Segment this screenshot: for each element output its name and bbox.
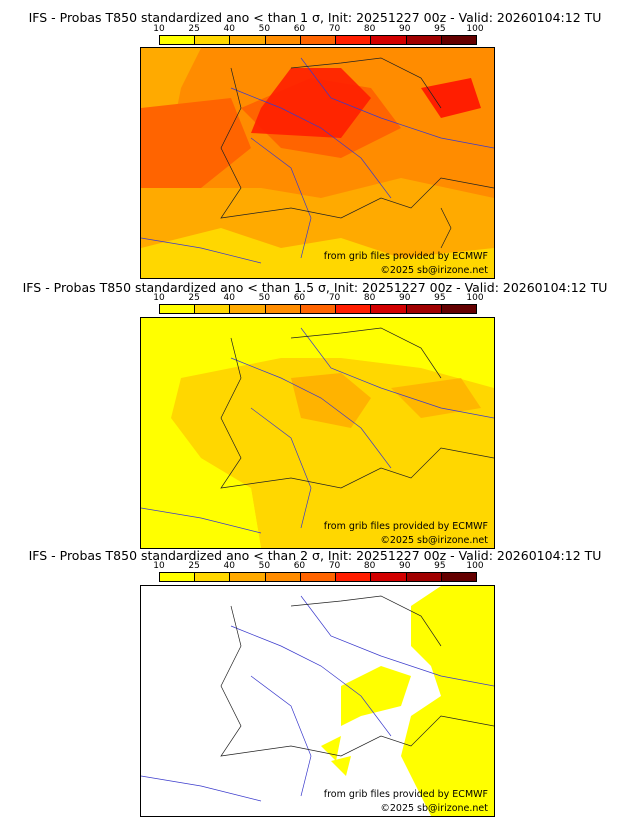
colorbar-tick-label: 50 — [258, 293, 271, 303]
colorbar-tick-label: 40 — [223, 24, 235, 34]
colorbar-tick-label: 40 — [223, 293, 235, 303]
colorbar-tick-label: 70 — [328, 293, 341, 303]
colorbar-segment — [300, 573, 337, 581]
colorbar-segment — [406, 305, 442, 313]
colorbar-segment — [371, 573, 407, 581]
colorbar-3 — [159, 572, 477, 582]
colorbar-segment — [441, 305, 476, 313]
copyright-credit: ©2025 sb@irizone.net — [380, 803, 488, 814]
colorbar-tick-label: 100 — [466, 561, 484, 571]
colorbar-segment — [160, 305, 196, 313]
colorbar-tick-label: 60 — [293, 561, 306, 571]
colorbar-segment — [371, 305, 407, 313]
colorbar-tick-label: 80 — [363, 561, 376, 571]
colorbar-segment — [265, 573, 301, 581]
colorbar-segment — [195, 305, 231, 313]
colorbar-tick-label: 25 — [188, 293, 200, 303]
colorbar-tick-label: 70 — [328, 561, 341, 571]
colorbar-tick-label: 80 — [363, 293, 376, 303]
colorbar-tick-label: 90 — [399, 293, 411, 303]
colorbar-segment — [160, 573, 196, 581]
copyright-credit: ©2025 sb@irizone.net — [380, 265, 488, 276]
colorbar-3-ticks: 10 25 40 50 60 70 80 90 95 100 — [153, 561, 483, 571]
colorbar-2-ticks: 10 25 40 50 60 70 80 90 95 100 — [153, 293, 483, 303]
map-panel-1: from grib files provided by ECMWF ©2025 … — [140, 47, 495, 279]
colorbar-tick-label: 50 — [258, 561, 271, 571]
panel-1-title: IFS - Probas T850 standardized ano < tha… — [28, 10, 602, 25]
colorbar-tick-label: 95 — [434, 293, 446, 303]
colorbar-segment — [265, 36, 301, 44]
colorbar-tick-label: 90 — [399, 561, 411, 571]
source-credit: from grib files provided by ECMWF — [323, 521, 488, 532]
colorbar-segment — [160, 36, 196, 44]
colorbar-tick-label: 80 — [363, 24, 376, 34]
colorbar-tick-label: 100 — [466, 293, 484, 303]
colorbar-segment — [265, 305, 301, 313]
colorbar-tick-label: 25 — [188, 24, 200, 34]
colorbar-segment — [371, 36, 407, 44]
colorbar-tick-label: 50 — [258, 24, 271, 34]
colorbar-tick-label: 70 — [328, 24, 341, 34]
colorbar-segment — [336, 305, 372, 313]
colorbar-segment — [336, 36, 372, 44]
colorbar-segment — [230, 305, 266, 313]
colorbar-tick-label: 60 — [293, 24, 306, 34]
map-panel-3: from grib files provided by ECMWF ©2025 … — [140, 585, 495, 817]
source-credit: from grib files provided by ECMWF — [323, 251, 488, 262]
copyright-credit: ©2025 sb@irizone.net — [380, 535, 488, 546]
colorbar-segment — [441, 36, 476, 44]
colorbar-tick-label: 10 — [153, 293, 165, 303]
probability-map-3 — [141, 586, 494, 816]
colorbar-tick-label: 100 — [466, 24, 484, 34]
colorbar-tick-label: 90 — [399, 24, 411, 34]
colorbar-segment — [300, 305, 337, 313]
colorbar-segment — [195, 36, 231, 44]
colorbar-1-ticks: 10 25 40 50 60 70 80 90 95 100 — [153, 24, 483, 34]
colorbar-segment — [406, 36, 442, 44]
colorbar-tick-label: 40 — [223, 561, 235, 571]
colorbar-segment — [336, 573, 372, 581]
source-credit: from grib files provided by ECMWF — [323, 789, 488, 800]
colorbar-segment — [406, 573, 442, 581]
panel-2-title: IFS - Probas T850 standardized ano < tha… — [22, 280, 608, 295]
colorbar-tick-label: 25 — [188, 561, 200, 571]
colorbar-1 — [159, 35, 477, 45]
colorbar-tick-label: 95 — [434, 561, 446, 571]
colorbar-segment — [300, 36, 337, 44]
colorbar-tick-label: 60 — [293, 293, 306, 303]
colorbar-segment — [230, 36, 266, 44]
colorbar-segment — [195, 573, 231, 581]
probability-map-1 — [141, 48, 494, 278]
colorbar-tick-label: 10 — [153, 561, 165, 571]
panel-3-title: IFS - Probas T850 standardized ano < tha… — [28, 548, 602, 563]
colorbar-tick-label: 10 — [153, 24, 165, 34]
colorbar-segment — [441, 573, 476, 581]
map-panel-2: from grib files provided by ECMWF ©2025 … — [140, 317, 495, 549]
colorbar-segment — [230, 573, 266, 581]
colorbar-tick-label: 95 — [434, 24, 446, 34]
colorbar-2 — [159, 304, 477, 314]
probability-map-2 — [141, 318, 494, 548]
